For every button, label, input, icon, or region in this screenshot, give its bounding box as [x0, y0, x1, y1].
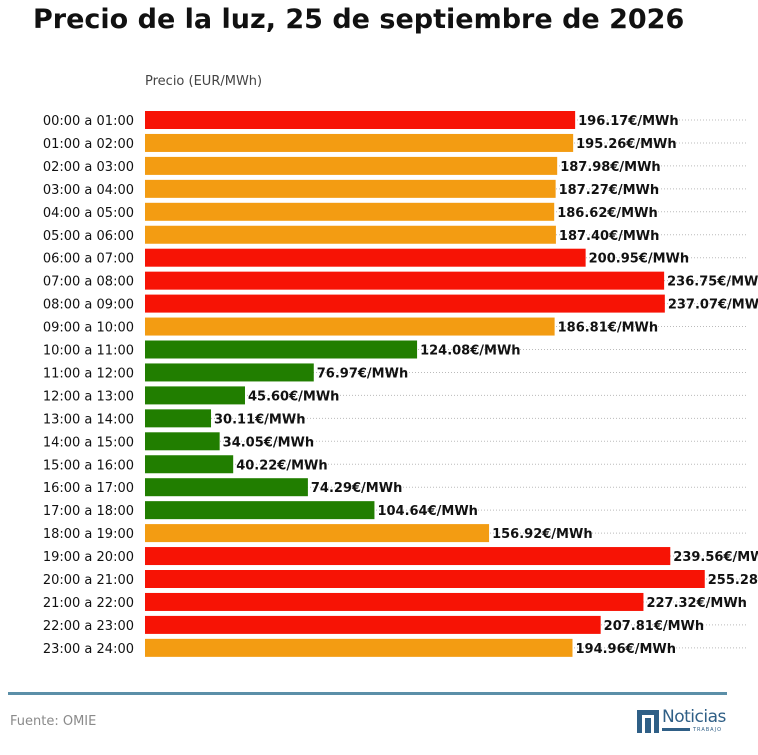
bar: [145, 202, 555, 221]
bar: [145, 409, 212, 428]
value-label: 195.26€/MWh: [576, 137, 677, 152]
value-label: 40.22€/MWh: [236, 458, 327, 473]
category-label: 07:00 a 08:00: [43, 275, 134, 290]
bar: [145, 386, 245, 405]
category-label: 08:00 a 09:00: [43, 298, 134, 313]
bar: [145, 156, 558, 175]
category-label: 04:00 a 05:00: [43, 206, 134, 221]
bar: [145, 248, 586, 267]
source-note: Fuente: OMIE: [10, 714, 97, 729]
value-label: 236.75€/MWh: [667, 275, 758, 290]
value-label: 187.40€/MWh: [559, 229, 660, 244]
bar: [145, 478, 308, 497]
value-label: 207.81€/MWh: [604, 619, 705, 634]
bar: [145, 179, 556, 198]
bar: [145, 638, 573, 657]
logo-mark-icon: [637, 710, 659, 733]
logo-wordmark: Noticias: [662, 707, 726, 727]
value-label: 124.08€/MWh: [420, 344, 521, 359]
value-label: 186.62€/MWh: [557, 206, 658, 221]
bar: [145, 524, 490, 543]
bar: [145, 570, 705, 588]
bar: [145, 294, 665, 313]
value-label: 104.64€/MWh: [377, 504, 478, 519]
value-label: 187.27€/MWh: [559, 183, 660, 198]
bar: [145, 340, 418, 359]
value-label: 255.28€/MWh: [708, 573, 758, 588]
value-label: 74.29€/MWh: [311, 481, 402, 496]
category-label: 19:00 a 20:00: [43, 550, 134, 565]
value-label: 186.81€/MWh: [558, 321, 659, 336]
category-label: 01:00 a 02:00: [43, 137, 134, 152]
bar-chart: 00:00 a 01:00 196.17€/MWh 01:00 a 02:00 195…: [43, 111, 758, 657]
category-label: 18:00 a 19:00: [43, 527, 134, 542]
value-label: 187.98€/MWh: [560, 160, 661, 175]
bar: [145, 432, 220, 451]
value-label: 156.92€/MWh: [492, 527, 593, 542]
bar: [145, 501, 375, 520]
value-label: 45.60€/MWh: [248, 389, 339, 404]
category-label: 05:00 a 06:00: [43, 229, 134, 244]
bar: [145, 592, 644, 611]
bar: [145, 363, 314, 382]
category-label: 10:00 a 11:00: [43, 344, 134, 359]
bar: [145, 547, 671, 566]
value-label: 194.96€/MWh: [575, 642, 676, 657]
value-label: 237.07€/MWh: [668, 298, 758, 313]
bar: [145, 317, 555, 336]
value-label: 34.05€/MWh: [223, 435, 314, 450]
logo-underline: [662, 728, 690, 731]
category-label: 17:00 a 18:00: [43, 504, 134, 519]
category-label: 00:00 a 01:00: [43, 114, 134, 129]
value-label: 200.95€/MWh: [589, 252, 690, 267]
bar: [145, 133, 574, 152]
bar: [145, 615, 601, 634]
category-label: 16:00 a 17:00: [43, 481, 134, 496]
category-label: 11:00 a 12:00: [43, 366, 134, 381]
category-label: 12:00 a 13:00: [43, 389, 134, 404]
category-label: 20:00 a 21:00: [43, 573, 134, 588]
category-label: 23:00 a 24:00: [43, 642, 134, 657]
category-label: 22:00 a 23:00: [43, 619, 134, 634]
category-label: 15:00 a 16:00: [43, 458, 134, 473]
value-label: 227.32€/MWh: [646, 596, 747, 611]
bar: [145, 225, 556, 244]
noticias-trabajo-logo: Noticias TRABAJO: [637, 707, 729, 735]
category-label: 02:00 a 03:00: [43, 160, 134, 175]
value-label: 239.56€/MWh: [673, 550, 758, 565]
bar: [145, 111, 576, 129]
category-label: 13:00 a 14:00: [43, 412, 134, 427]
category-label: 09:00 a 10:00: [43, 321, 134, 336]
category-label: 14:00 a 15:00: [43, 435, 134, 450]
footer-divider: [8, 692, 727, 695]
logo-subtext: TRABAJO: [693, 727, 723, 733]
category-label: 21:00 a 22:00: [43, 596, 134, 611]
category-label: 03:00 a 04:00: [43, 183, 134, 198]
category-label: 06:00 a 07:00: [43, 252, 134, 267]
bar: [145, 271, 665, 290]
chart-title: Precio de la luz, 25 de septiembre de 20…: [33, 4, 685, 35]
value-label: 76.97€/MWh: [317, 366, 408, 381]
bar: [145, 455, 234, 474]
axis-title: Precio (EUR/MWh): [145, 74, 263, 89]
value-label: 196.17€/MWh: [578, 114, 679, 129]
value-label: 30.11€/MWh: [214, 412, 305, 427]
